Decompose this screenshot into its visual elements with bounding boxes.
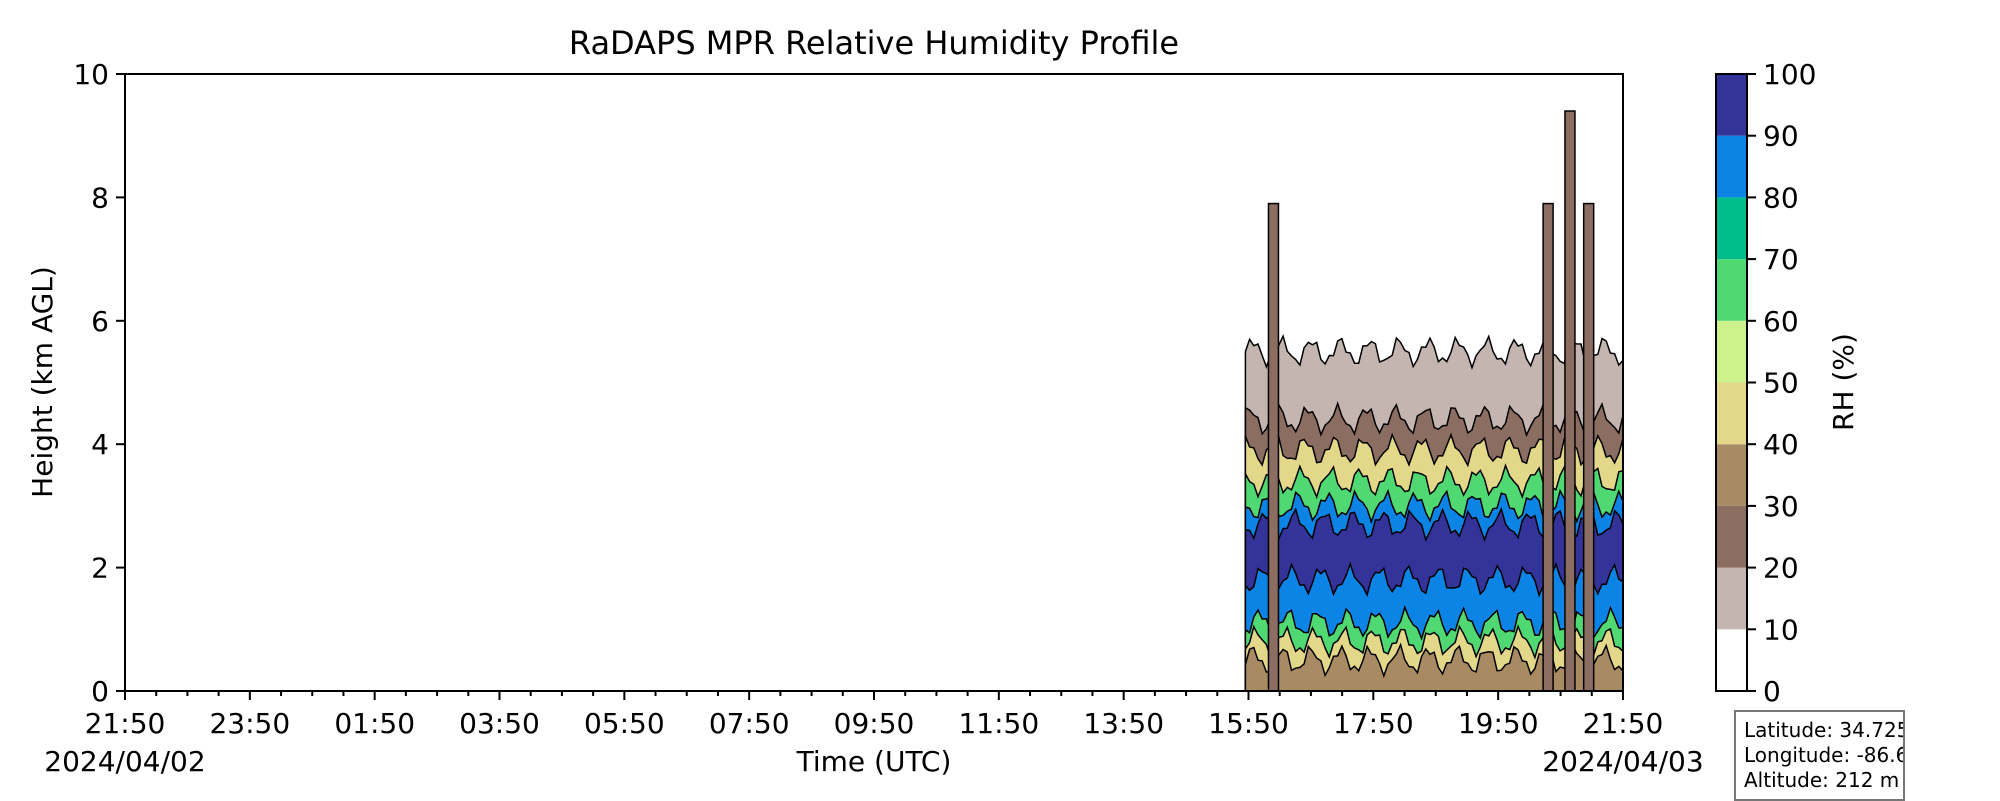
x-tick-label: 21:50 <box>1583 707 1664 740</box>
colorbar-segment <box>1716 444 1747 506</box>
colorbar-tick-label: 10 <box>1763 613 1799 646</box>
x-tick-label: 19:50 <box>1458 707 1539 740</box>
colorbar-tick-label: 40 <box>1763 428 1799 461</box>
x-tick-label: 23:50 <box>209 707 290 740</box>
x-tick-label: 21:50 <box>85 707 166 740</box>
colorbar-segment <box>1716 320 1747 383</box>
latitude-text: Latitude: 34.725 <box>1744 718 1905 742</box>
colorbar-tick-label: 100 <box>1763 58 1816 91</box>
x-tick-label: 09:50 <box>834 707 915 740</box>
colorbar-segment <box>1716 197 1747 260</box>
colorbar-tick-label: 60 <box>1763 305 1799 338</box>
colorbar-tick-label: 70 <box>1763 243 1799 276</box>
station-info-box: Latitude: 34.725 Longitude: -86.647 Alti… <box>1734 710 1905 801</box>
colorbar-tick-label: 0 <box>1763 675 1781 708</box>
x-tick-label: 05:50 <box>584 707 665 740</box>
colorbar-label: RH (%) <box>1827 333 1860 431</box>
y-tick-label: 10 <box>73 58 109 91</box>
y-axis-label: Height (km AGL) <box>26 266 59 498</box>
rh-spike <box>1564 110 1576 691</box>
colorbar-segment <box>1716 74 1747 136</box>
x-tick-label: 01:50 <box>334 707 415 740</box>
x-tick-label: 13:50 <box>1083 707 1164 740</box>
x-end-date: 2024/04/03 <box>1542 745 1703 778</box>
colorbar-segment <box>1716 505 1747 568</box>
rh-spike <box>1582 202 1595 691</box>
y-tick-label: 8 <box>91 181 109 214</box>
x-tick-label: 11:50 <box>958 707 1039 740</box>
plot-area <box>124 73 1624 692</box>
x-axis-label: Time (UTC) <box>796 745 952 778</box>
colorbar-segment <box>1716 567 1747 630</box>
colorbar-tick-label: 30 <box>1763 490 1799 523</box>
colorbar-tick-label: 50 <box>1763 367 1799 400</box>
colorbar-segment <box>1716 259 1747 321</box>
rh-spike <box>1542 202 1554 691</box>
altitude-text: Altitude: 212 m AGL <box>1744 768 1903 792</box>
y-tick-label: 2 <box>91 552 109 585</box>
chart-title: RaDAPS MPR Relative Humidity Profile <box>569 24 1179 62</box>
x-tick-label: 15:50 <box>1208 707 1289 740</box>
y-tick-label: 6 <box>91 305 109 338</box>
rh-spike <box>1267 202 1280 691</box>
colorbar: 0 10 20 30 40 50 60 70 80 90 100 <box>1715 58 1816 708</box>
colorbar-segment <box>1716 629 1747 691</box>
x-axis: 21:50 23:50 01:50 03:50 05:50 07:50 09:50 11:50… <box>85 691 1664 740</box>
x-tick-label: 03:50 <box>459 707 540 740</box>
x-start-date: 2024/04/02 <box>44 745 205 778</box>
x-tick-label: 07:50 <box>709 707 790 740</box>
colorbar-segment <box>1716 135 1747 198</box>
colorbar-tick-label: 90 <box>1763 120 1799 153</box>
y-tick-label: 4 <box>91 428 109 461</box>
y-tick-label: 0 <box>91 675 109 708</box>
y-axis: 0 2 4 6 8 10 <box>73 58 125 708</box>
x-tick-label: 17:50 <box>1333 707 1414 740</box>
longitude-text: Longitude: -86.647 <box>1744 743 1903 767</box>
colorbar-tick-label: 80 <box>1763 181 1799 214</box>
rh-contour-field <box>1244 110 1623 691</box>
colorbar-segment <box>1716 382 1747 445</box>
colorbar-tick-label: 20 <box>1763 552 1799 585</box>
